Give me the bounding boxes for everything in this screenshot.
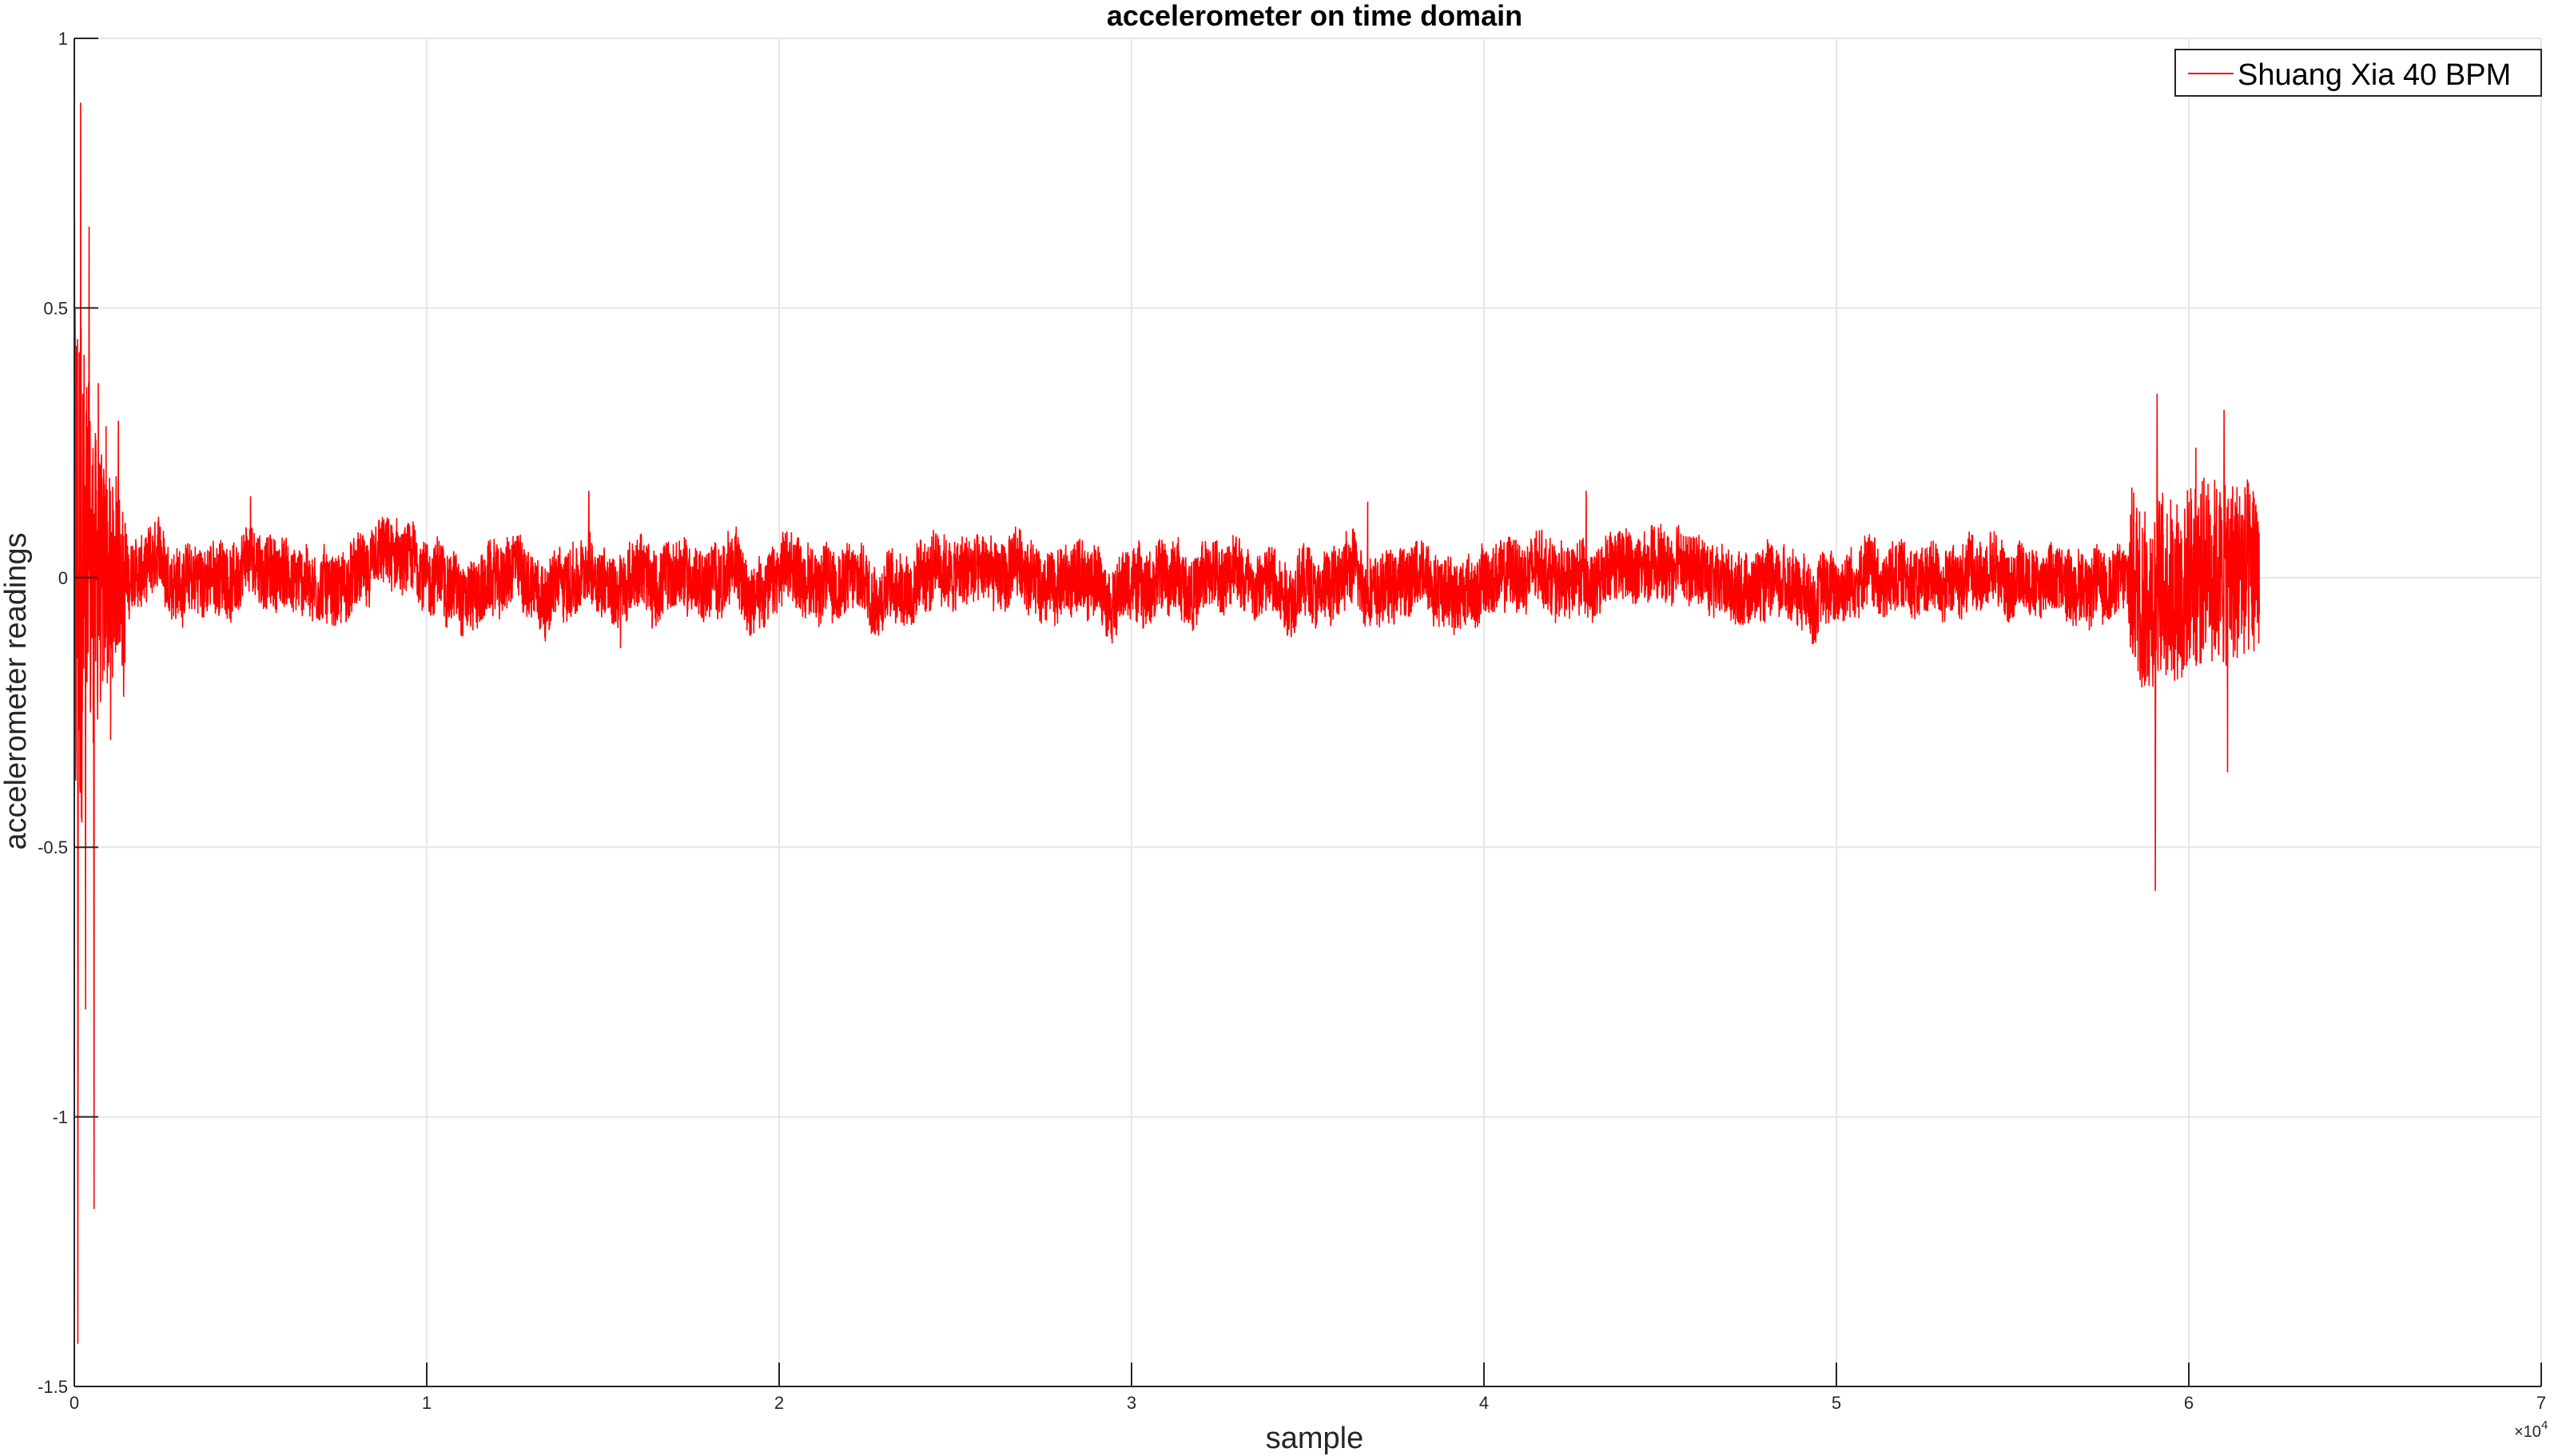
x-tick-label: 5 [1832, 1393, 1841, 1413]
x-axis-label: sample [1266, 1422, 1364, 1455]
x-tick-label: 4 [1479, 1393, 1489, 1413]
legend: Shuang Xia 40 BPM [2174, 49, 2542, 97]
tick-labels: 0 1 2 3 4 5 6 7 -1.5 -1 -0.5 0 0.5 1 [38, 29, 2546, 1413]
x-tick-label: 7 [2536, 1393, 2546, 1413]
y-axis-label: accelerometer readings [0, 532, 33, 849]
legend-label: Shuang Xia 40 BPM [2238, 58, 2511, 92]
x-exponent-power: 4 [2541, 1418, 2548, 1432]
y-tick-label: 1 [58, 29, 68, 49]
y-tick-label: 0 [58, 568, 68, 588]
series-layer [74, 102, 2260, 1344]
y-tick-label: -0.5 [38, 837, 68, 857]
x-exponent-base: ×10 [2514, 1423, 2541, 1441]
series-line [74, 102, 2260, 1344]
x-tick-label: 0 [70, 1393, 79, 1413]
y-tick-label: 0.5 [43, 298, 68, 318]
x-tick-label: 2 [774, 1393, 784, 1413]
axes [74, 38, 2542, 1387]
x-tick-label: 6 [2184, 1393, 2194, 1413]
y-tick-label: -1 [52, 1108, 68, 1128]
x-tick-label: 1 [422, 1393, 432, 1413]
y-tick-label: -1.5 [38, 1377, 68, 1397]
x-axis-exponent: ×104 [2514, 1418, 2548, 1441]
x-tick-label: 3 [1127, 1393, 1136, 1413]
legend-box [2174, 49, 2542, 97]
chart-title: accelerometer on time domain [1107, 0, 1522, 32]
